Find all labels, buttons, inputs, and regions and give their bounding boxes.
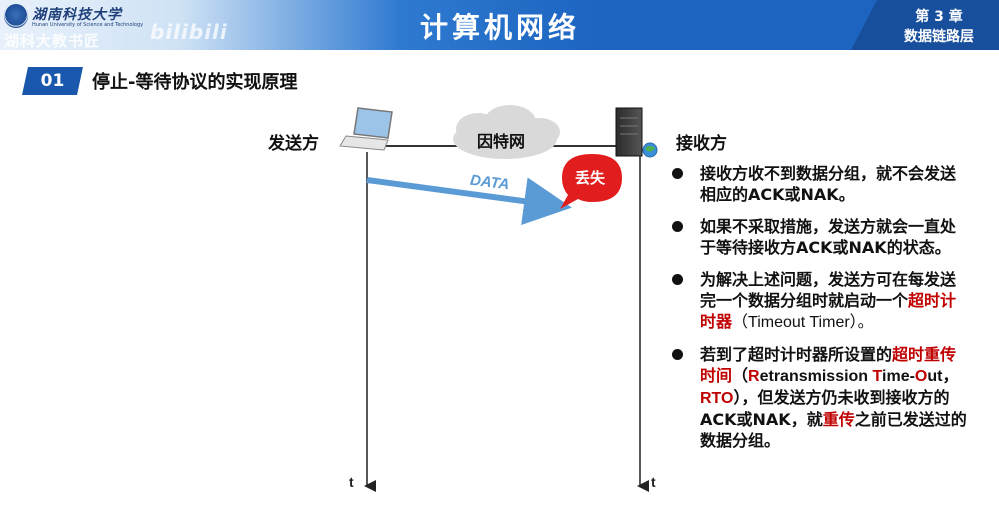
bullet-text-part: （Timeout Timer）。 (732, 314, 874, 331)
chapter-number: 第 3 章 (915, 9, 963, 25)
university-english-name: Hunan University of Science and Technolo… (32, 22, 144, 28)
receiver-label: 接收方 (676, 134, 727, 154)
university-name: 湖南科技大学 (32, 7, 122, 23)
header-bar: 湖南科技大学 Hunan University of Science and T… (0, 0, 999, 50)
rto-abbreviation: RTO (700, 390, 734, 407)
internet-cloud-icon (453, 105, 560, 159)
timeout-timer-highlight: 超时计时器 (700, 291, 957, 331)
bullet-text-part: （ (732, 366, 749, 385)
bullet-dot-icon (672, 274, 683, 285)
bullet-text-part: 若到了超时计时器所设置的 (700, 345, 893, 364)
lost-speech-bubble (560, 154, 622, 209)
rto-letter-o: O (914, 368, 928, 385)
bullet-dot-icon (672, 221, 683, 232)
bullet-item: 接收方收不到数据分组，就不会发送相应的ACK或NAK。 (668, 163, 968, 205)
section-number: 01 (40, 71, 65, 91)
page-title: 计算机网络 (419, 11, 580, 44)
university-emblem-icon (4, 4, 28, 28)
sender-label: 发送方 (268, 134, 319, 154)
bullet-dot-icon (672, 168, 683, 179)
bullet-text-part: etransmission (759, 368, 873, 385)
retransmit-highlight: 重传 (822, 410, 855, 429)
sender-time-label: t (349, 474, 354, 490)
bullet-text: 如果不采取措施，发送方就会一直处于等待接收方ACK或NAK的状态。 (700, 217, 957, 257)
explanation-bullets: 接收方收不到数据分组，就不会发送相应的ACK或NAK。 如果不采取措施，发送方就… (668, 163, 968, 462)
bullet-text-part: ut， (927, 368, 959, 385)
bullet-text-part: 为解决上述问题，发送方可在每发送完一个数据分组时就启动一个 (700, 270, 957, 310)
chapter-badge: 第 3 章 数据链路层 (851, 0, 999, 50)
bullet-item: 如果不采取措施，发送方就会一直处于等待接收方ACK或NAK的状态。 (668, 216, 968, 258)
section-title: 停止-等待协议的实现原理 (92, 72, 298, 93)
data-frame-arrow (366, 177, 572, 225)
bullet-dot-icon (672, 349, 683, 360)
bullet-text: 接收方收不到数据分组，就不会发送相应的ACK或NAK。 (700, 164, 957, 204)
bullet-text-part: ime- (882, 368, 915, 385)
internet-label: 因特网 (477, 132, 526, 151)
watermark-text: 湖科大教书匠 (4, 32, 101, 50)
rto-letter-r: R (748, 368, 760, 385)
bullet-text-part: ），但发送方仍未收到接收方的ACK或NAK，就 (700, 388, 950, 429)
server-icon (615, 107, 658, 158)
lost-label: 丢失 (575, 169, 606, 187)
bullet-text-part: 之前已发送过的数据分组。 (700, 410, 967, 450)
chapter-name: 数据链路层 (904, 29, 974, 45)
laptop-icon (339, 107, 393, 151)
receiver-time-label: t (651, 474, 656, 490)
bullet-item: 为解决上述问题，发送方可在每发送完一个数据分组时就启动一个超时计时器（Timeo… (668, 269, 968, 333)
university-logo: 湖南科技大学 Hunan University of Science and T… (4, 4, 154, 44)
rto-letter-t: T (872, 368, 883, 385)
brand-logo: bilibili (150, 20, 228, 44)
bullet-item: 若到了超时计时器所设置的超时重传时间（Retransmission Time-O… (668, 344, 968, 451)
retransmission-timeout-highlight: 超时重传时间 (700, 345, 957, 385)
